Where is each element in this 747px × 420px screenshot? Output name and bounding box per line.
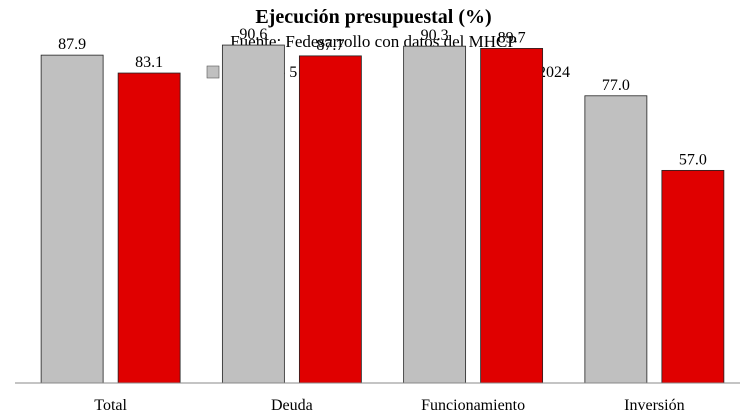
chart-title: Ejecución presupuestal (%) — [255, 6, 492, 28]
bar — [584, 95, 648, 384]
legend-swatch — [206, 65, 220, 79]
bar-value-label: 87.7 — [316, 37, 344, 54]
legend-label: 2024 — [538, 64, 570, 81]
x-tick-label: Inversión — [624, 397, 684, 414]
bar — [480, 48, 544, 384]
bar-value-label: 87.9 — [58, 36, 86, 53]
bar — [221, 44, 285, 384]
bar — [117, 72, 181, 384]
bar-value-label: 83.1 — [135, 54, 163, 71]
x-tick-label: Funcionamiento — [421, 397, 525, 414]
bar-value-label: 90.6 — [239, 26, 267, 43]
bar-value-label: 77.0 — [602, 77, 630, 94]
bar — [298, 55, 362, 384]
bar-value-label: 57.0 — [679, 151, 707, 168]
bar — [40, 54, 104, 384]
bar — [403, 45, 467, 384]
x-tick-label: Total — [94, 397, 127, 414]
bar-value-label: 90.3 — [421, 27, 449, 44]
bar — [661, 169, 725, 384]
x-tick-label: Deuda — [271, 397, 313, 414]
bar-value-label: 89.7 — [498, 29, 526, 46]
